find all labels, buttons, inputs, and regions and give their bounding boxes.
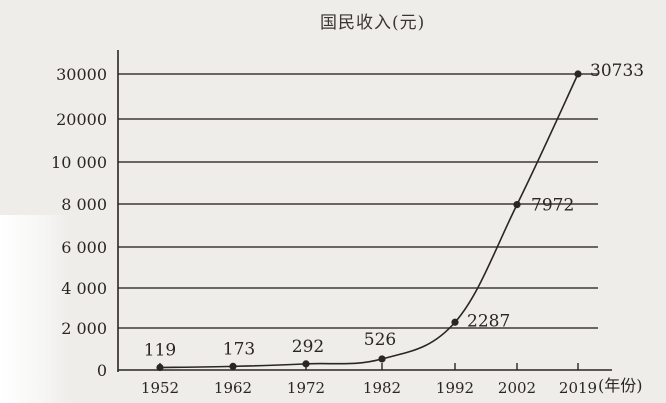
- data-label: 30733: [590, 61, 644, 81]
- data-label: 7972: [531, 196, 574, 216]
- data-point: [229, 362, 237, 370]
- paper-shadow: [0, 215, 70, 403]
- data-point: [378, 355, 386, 363]
- y-tick-label: 10 000: [51, 153, 107, 172]
- data-point: [156, 363, 164, 372]
- y-tick-label: 30000: [56, 65, 107, 84]
- series-line: [159, 73, 579, 369]
- data-label: 173: [223, 339, 255, 359]
- data-label: 2287: [467, 311, 510, 331]
- y-tick-label: 8 000: [61, 195, 107, 214]
- chart-title: 国民收入(元): [320, 13, 426, 33]
- x-tick-label: 2002: [498, 379, 536, 397]
- x-tick-label: 1952: [141, 379, 179, 397]
- data-point: [451, 318, 459, 326]
- y-tick-label: 6 000: [61, 238, 107, 257]
- y-tick-label: 0: [97, 361, 107, 380]
- y-tick-label: 20000: [56, 110, 107, 129]
- y-tick-label: 4 000: [61, 279, 107, 298]
- x-tick-label: 1982: [363, 379, 401, 397]
- y-tick-label: 2 000: [61, 319, 107, 338]
- data-label: 292: [292, 337, 324, 357]
- data-label: 526: [364, 330, 396, 350]
- data-point: [574, 70, 582, 78]
- data-label: 119: [144, 341, 176, 361]
- x-tick-label: 2019: [559, 379, 597, 397]
- x-tick-label: 1992: [436, 379, 474, 397]
- data-point: [302, 360, 310, 368]
- x-tick-label: 1972: [287, 379, 325, 397]
- data-point: [513, 201, 521, 209]
- x-tick-label: 1962: [214, 379, 252, 397]
- x-axis-label: (年份): [598, 376, 643, 395]
